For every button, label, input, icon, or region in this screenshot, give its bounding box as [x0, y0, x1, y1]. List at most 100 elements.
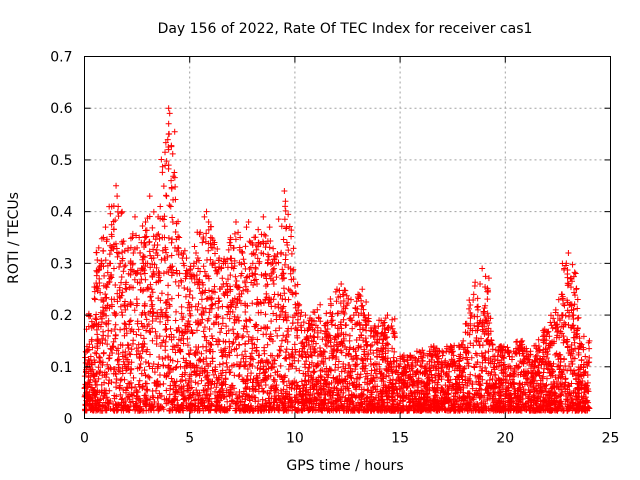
- scatter-filler-point: [472, 372, 479, 379]
- scatter-filler-point: [487, 315, 494, 322]
- scatter-filler-point: [152, 328, 159, 335]
- scatter-filler-point: [272, 327, 279, 334]
- scatter-filler-point: [112, 217, 119, 224]
- scatter-filler-point: [289, 360, 296, 367]
- scatter-filler-point: [335, 294, 342, 301]
- scatter-filler-point: [155, 295, 162, 302]
- scatter-filler-point: [476, 342, 483, 349]
- scatter-filler-point: [94, 257, 101, 264]
- scatter-filler-point: [275, 216, 282, 223]
- scatter-filler-point: [199, 343, 206, 350]
- scatter-filler-point: [165, 362, 172, 369]
- scatter-filler-point: [231, 262, 238, 269]
- scatter-filler-point: [163, 387, 170, 394]
- scatter-filler-point: [162, 326, 169, 333]
- scatter-filler-point: [162, 321, 169, 328]
- scatter-filler-point: [121, 263, 128, 270]
- scatter-filler-point: [228, 255, 235, 262]
- scatter-filler-point: [156, 371, 163, 378]
- scatter-filler-point: [120, 268, 127, 275]
- scatter-filler-point: [317, 327, 324, 334]
- scatter-filler-point: [318, 358, 325, 365]
- scatter-filler-point: [285, 211, 292, 218]
- scatter-filler-point: [246, 316, 253, 323]
- scatter-filler-point: [124, 341, 131, 348]
- scatter-filler-point: [127, 266, 134, 273]
- scatter-filler-point: [145, 373, 152, 380]
- scatter-filler-point: [363, 327, 370, 334]
- scatter-filler-point: [571, 269, 578, 276]
- scatter-filler-point: [100, 298, 107, 305]
- scatter-filler-point: [572, 389, 579, 396]
- scatter-filler-point: [279, 266, 286, 273]
- scatter-filler-point: [105, 380, 112, 387]
- scatter-filler-point: [141, 270, 148, 277]
- scatter-filler-point: [440, 349, 447, 356]
- scatter-filler-point: [260, 331, 267, 338]
- scatter-filler-point: [239, 351, 246, 358]
- scatter-filler-point: [232, 273, 239, 280]
- scatter-filler-point: [166, 391, 173, 398]
- scatter-filler-point: [119, 395, 126, 402]
- scatter-filler-point: [296, 385, 303, 392]
- scatter-filler-point: [169, 150, 176, 157]
- scatter-filler-point: [95, 285, 102, 292]
- scatter-filler-point: [149, 388, 156, 395]
- scatter-filler-point: [227, 272, 234, 279]
- scatter-filler-point: [528, 378, 535, 385]
- scatter-filler-point: [254, 299, 261, 306]
- scatter-filler-point: [226, 393, 233, 400]
- scatter-filler-point: [565, 391, 572, 398]
- scatter-filler-point: [154, 241, 161, 248]
- scatter-filler-point: [127, 235, 134, 242]
- scatter-filler-point: [252, 276, 259, 283]
- scatter-filler-point: [562, 376, 569, 383]
- scatter-filler-point: [262, 232, 269, 239]
- scatter-filler-point: [564, 274, 571, 281]
- scatter-filler-point: [226, 343, 233, 350]
- scatter-filler-point: [108, 221, 115, 228]
- scatter-filler-point: [360, 306, 367, 313]
- scatter-filler-point: [151, 261, 158, 268]
- scatter-filler-point: [160, 380, 167, 387]
- scatter-filler-point: [535, 336, 542, 343]
- scatter-filler-point: [108, 271, 115, 278]
- scatter-filler-point: [216, 361, 223, 368]
- scatter-filler-point: [573, 331, 580, 338]
- scatter-filler-point: [343, 302, 350, 309]
- scatter-filler-point: [181, 247, 188, 254]
- scatter-filler-point: [169, 357, 176, 364]
- scatter-filler-point: [474, 304, 481, 311]
- scatter-filler-point: [284, 328, 291, 335]
- scatter-filler-point: [88, 338, 95, 345]
- scatter-filler-point: [94, 283, 101, 290]
- scatter-filler-point: [242, 265, 249, 272]
- scatter-filler-point: [572, 270, 579, 277]
- scatter-filler-point: [260, 299, 267, 306]
- scatter-filler-point: [300, 319, 307, 326]
- scatter-filler-point: [168, 375, 175, 382]
- scatter-filler-point: [153, 246, 160, 253]
- scatter-filler-point: [268, 261, 275, 268]
- scatter-filler-point: [186, 307, 193, 314]
- scatter-filler-point: [153, 264, 160, 271]
- scatter-filler-point: [180, 355, 187, 362]
- scatter-filler-point: [135, 326, 142, 333]
- scatter-filler-point: [165, 235, 172, 242]
- scatter-filler-point: [113, 384, 120, 391]
- scatter-filler-point: [147, 329, 154, 336]
- scatter-filler-point: [145, 360, 152, 367]
- scatter-filler-point: [209, 355, 216, 362]
- scatter-filler-point: [189, 295, 196, 302]
- scatter-filler-point: [540, 353, 547, 360]
- scatter-filler-point: [138, 276, 145, 283]
- scatter-filler-point: [261, 347, 268, 354]
- scatter-filler-point: [194, 306, 201, 313]
- scatter-filler-point: [242, 384, 249, 391]
- scatter-filler-point: [226, 338, 233, 345]
- scatter-filler-point: [182, 377, 189, 384]
- scatter-filler-point: [341, 343, 348, 350]
- scatter-filler-point: [383, 333, 390, 340]
- scatter-filler-point: [464, 382, 471, 389]
- scatter-filler-point: [350, 382, 357, 389]
